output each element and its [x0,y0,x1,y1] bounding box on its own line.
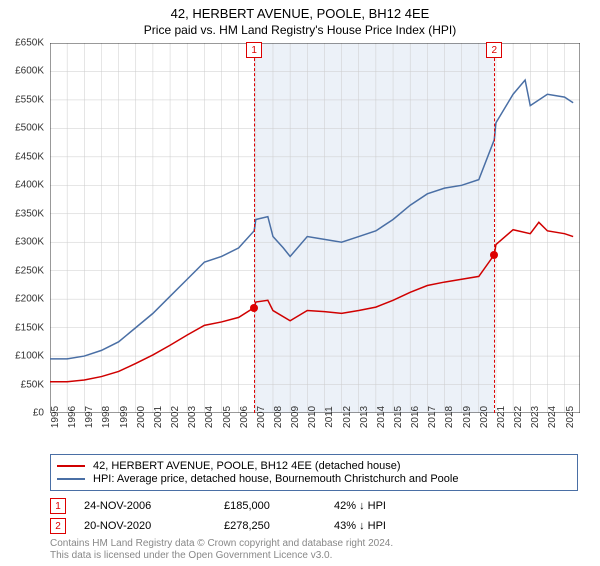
sale-marker: 1 [50,498,66,514]
chart-title: 42, HERBERT AVENUE, POOLE, BH12 4EE [0,6,600,21]
y-tick: £50K [21,379,44,390]
legend-label: HPI: Average price, detached house, Bour… [93,473,458,485]
sale-hpi: 43% ↓ HPI [334,520,434,532]
sale-price: £185,000 [224,500,334,512]
legend-item: 42, HERBERT AVENUE, POOLE, BH12 4EE (det… [57,460,571,472]
y-tick: £0 [33,408,44,419]
sale-marker: 2 [50,518,66,534]
sales-table: 1 24-NOV-2006£185,00042% ↓ HPI 2 20-NOV-202… [50,494,434,538]
y-tick: £300K [15,237,44,248]
legend-swatch [57,478,85,480]
line-chart [50,43,580,413]
legend-item: HPI: Average price, detached house, Bour… [57,473,571,485]
chart-area: £0£50K£100K£150K£200K£250K£300K£350K£400… [50,43,580,413]
sale-row: 2 20-NOV-2020£278,25043% ↓ HPI [50,518,434,534]
event-line [494,43,495,413]
y-tick: £150K [15,322,44,333]
event-dot [490,251,498,259]
sale-price: £278,250 [224,520,334,532]
event-line [254,43,255,413]
y-tick: £500K [15,123,44,134]
legend-label: 42, HERBERT AVENUE, POOLE, BH12 4EE (det… [93,460,401,472]
y-tick: £600K [15,66,44,77]
y-tick: £450K [15,151,44,162]
footer-line2: This data is licensed under the Open Gov… [50,550,393,562]
y-tick: £250K [15,265,44,276]
legend: 42, HERBERT AVENUE, POOLE, BH12 4EE (det… [50,454,578,491]
sale-row: 1 24-NOV-2006£185,00042% ↓ HPI [50,498,434,514]
sale-date: 24-NOV-2006 [84,500,224,512]
footer: Contains HM Land Registry data © Crown c… [50,538,393,562]
y-tick: £100K [15,351,44,362]
y-tick: £400K [15,180,44,191]
y-tick: £550K [15,94,44,105]
y-tick: £650K [15,38,44,49]
footer-line1: Contains HM Land Registry data © Crown c… [50,538,393,550]
sale-date: 20-NOV-2020 [84,520,224,532]
event-marker: 2 [486,42,502,58]
y-tick: £350K [15,208,44,219]
chart-subtitle: Price paid vs. HM Land Registry's House … [0,23,600,37]
event-marker: 1 [246,42,262,58]
event-dot [250,304,258,312]
y-tick: £200K [15,294,44,305]
legend-swatch [57,465,85,467]
sale-hpi: 42% ↓ HPI [334,500,434,512]
